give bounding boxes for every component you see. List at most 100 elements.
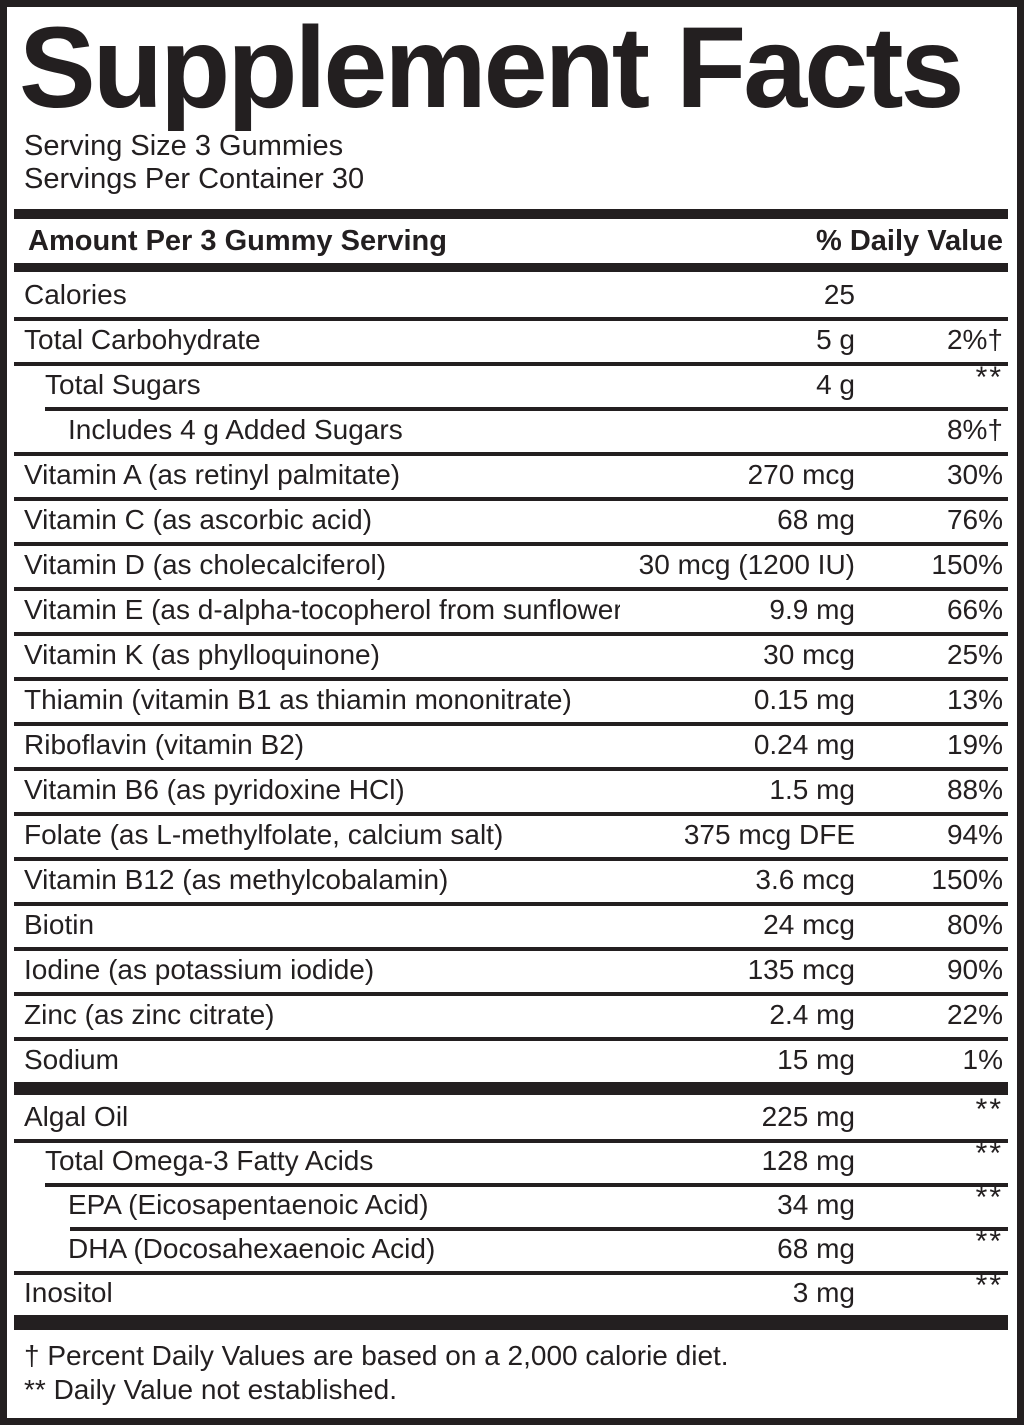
nutrient-daily-value: ** <box>975 1181 1003 1214</box>
row-separator <box>14 677 1008 681</box>
nutrient-daily-value: ** <box>975 1269 1003 1302</box>
nutrient-daily-value: ** <box>975 1093 1003 1126</box>
nutrient-name: Inositol <box>24 1277 113 1308</box>
table-row: Includes 4 g Added Sugars 8%† <box>7 407 1017 452</box>
nutrient-daily-value: 90% <box>946 953 1003 985</box>
footnote-line: † Percent Daily Values are based on a 2,… <box>24 1340 729 1371</box>
nutrient-daily-value: 88% <box>946 773 1003 805</box>
row-separator <box>14 632 1008 636</box>
nutrient-daily-value: 30% <box>946 458 1003 490</box>
nutrient-name: Vitamin B6 (as pyridoxine HCl) <box>24 773 405 805</box>
row-separator <box>45 407 1008 411</box>
nutrient-amount: 4 g <box>816 368 855 400</box>
section-divider-bar <box>14 1082 1008 1095</box>
nutrient-daily-value: ** <box>975 1137 1003 1170</box>
nutrient-name: DHA (Docosahexaenoic Acid) <box>68 1233 436 1264</box>
row-separator <box>14 497 1008 501</box>
nutrient-daily-value: 94% <box>946 818 1003 850</box>
row-separator <box>14 722 1008 726</box>
row-separator <box>14 1037 1008 1041</box>
nutrient-amount: 1.5 mg <box>769 773 855 805</box>
footnote-line: ** Daily Value not established. <box>24 1374 398 1405</box>
table-row: Calories 25 <box>7 272 1017 317</box>
table-row: Total Sugars 4 g ** <box>7 360 1017 407</box>
nutrient-amount: 0.15 mg <box>753 683 855 715</box>
nutrient-name: Vitamin D (as cholecalciferol) <box>24 548 387 580</box>
nutrient-name: Vitamin A (as retinyl palmitate) <box>24 458 401 490</box>
table-row: Vitamin C (as ascorbic acid) 68 mg 76% <box>7 497 1017 542</box>
nutrient-name: Zinc (as zinc citrate) <box>24 998 275 1030</box>
table-row: Iodine (as potassium iodide) 135 mcg 90% <box>7 947 1017 992</box>
nutrient-name: Algal Oil <box>24 1101 129 1132</box>
nutrient-daily-value: 25% <box>946 638 1003 670</box>
nutrient-name: Riboflavin (vitamin B2) <box>24 728 305 760</box>
row-separator <box>14 542 1008 546</box>
row-separator <box>14 452 1008 456</box>
nutrient-name: Total Sugars <box>45 368 201 400</box>
nutrient-name: Sodium <box>24 1043 119 1075</box>
nutrient-amount: 3.6 mcg <box>755 863 855 895</box>
nutrient-daily-value: 2%† <box>946 323 1003 355</box>
nutrient-amount: 5 g <box>816 323 855 355</box>
table-row: Biotin 24 mcg 80% <box>7 902 1017 947</box>
nutrient-amount: 225 mg <box>761 1101 855 1132</box>
row-separator <box>14 317 1008 321</box>
nutrient-amount: 135 mcg <box>747 953 855 985</box>
table-row: Inositol 3 mg ** <box>7 1269 1017 1315</box>
nutrient-amount: 24 mcg <box>763 908 855 940</box>
nutrient-name: Folate (as L-methylfolate, calcium salt) <box>24 818 504 850</box>
row-separator <box>14 767 1008 771</box>
nutrient-amount: 30 mcg (1200 IU) <box>638 548 855 580</box>
nutrient-name: Total Omega-3 Fatty Acids <box>45 1145 374 1176</box>
table-row: Vitamin A (as retinyl palmitate) 270 mcg 3… <box>7 452 1017 497</box>
nutrient-amount: 3 mg <box>792 1277 855 1308</box>
table-row: EPA (Eicosapentaenoic Acid) 34 mg ** <box>7 1181 1017 1227</box>
nutrient-name: Vitamin E (as d-alpha-tocopherol from su… <box>24 593 620 625</box>
nutrient-amount: 25 <box>823 278 855 310</box>
row-separator <box>14 1271 1008 1275</box>
table-row: Total Omega-3 Fatty Acids 128 mg ** <box>7 1137 1017 1183</box>
table-row: Vitamin D (as cholecalciferol) 30 mcg (12… <box>7 542 1017 587</box>
table-row: DHA (Docosahexaenoic Acid) 68 mg ** <box>7 1225 1017 1271</box>
row-separator <box>70 1227 1008 1231</box>
nutrient-amount: 128 mg <box>761 1145 855 1176</box>
row-separator <box>14 362 1008 366</box>
nutrient-amount: 9.9 mg <box>769 593 855 625</box>
table-row: Thiamin (vitamin B1 as thiamin mononitra… <box>7 677 1017 722</box>
nutrient-daily-value: 150% <box>931 863 1003 895</box>
daily-value-header: % Daily Value <box>816 224 1003 257</box>
nutrient-daily-value: 8%† <box>946 413 1003 445</box>
nutrient-name: Thiamin (vitamin B1 as thiamin mononitra… <box>24 683 572 715</box>
row-separator <box>45 1183 1008 1187</box>
section-divider-bar <box>14 209 1008 219</box>
nutrient-daily-value: 13% <box>946 683 1003 715</box>
nutrient-daily-value: 1% <box>962 1043 1003 1075</box>
nutrient-name: EPA (Eicosapentaenoic Acid) <box>68 1189 429 1220</box>
row-separator <box>14 1139 1008 1143</box>
nutrient-daily-value: 76% <box>946 503 1003 535</box>
nutrient-daily-value: ** <box>975 1225 1003 1258</box>
nutrient-name: Biotin <box>24 908 95 940</box>
nutrients-section: Calories 25 Total Carbohydrate 5 g 2%† Total … <box>7 272 1017 1082</box>
nutrient-daily-value: 150% <box>931 548 1003 580</box>
table-header-row: Amount Per 3 Gummy Serving % Daily Value <box>7 219 1017 263</box>
row-separator <box>14 587 1008 591</box>
row-separator <box>14 902 1008 906</box>
nutrient-name: Vitamin K (as phylloquinone) <box>24 638 380 670</box>
omega-other-section: Algal Oil 225 mg ** Total Omega-3 Fatty Aci… <box>7 1093 1017 1315</box>
nutrient-name: Vitamin B12 (as methylcobalamin) <box>24 863 449 895</box>
table-row: Vitamin B6 (as pyridoxine HCl) 1.5 mg 88% <box>7 767 1017 812</box>
table-row: Vitamin K (as phylloquinone) 30 mcg 25% <box>7 632 1017 677</box>
nutrient-daily-value: 22% <box>946 998 1003 1030</box>
row-separator <box>14 947 1008 951</box>
nutrient-amount: 375 mcg DFE <box>683 818 855 850</box>
table-row: Riboflavin (vitamin B2) 0.24 mg 19% <box>7 722 1017 767</box>
nutrient-amount: 270 mcg <box>747 458 855 490</box>
nutrient-daily-value: ** <box>975 360 1003 394</box>
nutrient-amount: 15 mg <box>777 1043 855 1075</box>
nutrient-name: Calories <box>24 278 127 310</box>
nutrient-amount: 68 mg <box>777 1233 855 1264</box>
nutrient-amount: 30 mcg <box>763 638 855 670</box>
table-row: Vitamin B12 (as methylcobalamin) 3.6 mcg 1… <box>7 857 1017 902</box>
